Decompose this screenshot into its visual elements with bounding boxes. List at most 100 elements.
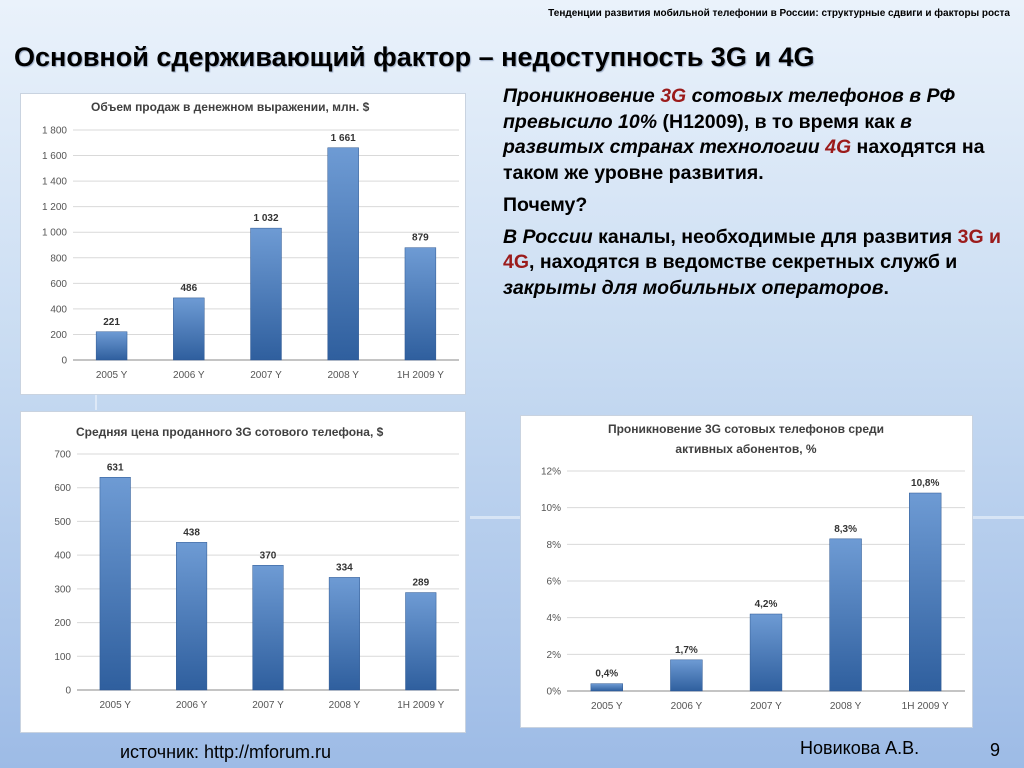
- y-tick-label: 2%: [547, 650, 562, 661]
- y-tick-label: 10%: [541, 503, 561, 514]
- bar: [328, 577, 360, 691]
- paragraph-question: Почему?: [503, 193, 1013, 219]
- paragraph-penetration: Проникновение 3G сотовых телефонов в РФ …: [503, 84, 1013, 187]
- bar: [173, 297, 205, 361]
- y-tick-label: 700: [54, 450, 71, 461]
- text-run: .: [883, 277, 889, 300]
- x-tick-label: 1H 2009 Y: [397, 700, 444, 711]
- bar: [95, 331, 128, 361]
- chart-title-line2: активных абонентов, %: [675, 442, 816, 456]
- page-number: 9: [990, 740, 1001, 760]
- x-tick-label: 2006 Y: [173, 370, 205, 381]
- y-tick-label: 800: [50, 253, 67, 264]
- x-tick-label: 2007 Y: [252, 700, 284, 711]
- bar: [590, 683, 623, 692]
- y-tick-label: 200: [50, 330, 67, 341]
- y-tick-label: 0: [61, 356, 67, 367]
- text-run: В России: [503, 225, 593, 248]
- x-tick-label: 2008 Y: [329, 700, 361, 711]
- y-tick-label: 1 600: [42, 151, 67, 162]
- data-label: 0,4%: [595, 669, 618, 680]
- chart-sales-panel: Объем продаж в денежном выражении, млн. …: [20, 93, 466, 395]
- x-tick-label: 2008 Y: [830, 701, 862, 712]
- text-run: закрыты для мобильных операторов: [503, 277, 884, 300]
- data-label: 8,3%: [834, 524, 857, 535]
- bar: [176, 542, 208, 691]
- text-run: (Н12009), в то время как: [657, 110, 901, 133]
- y-tick-label: 1 800: [42, 126, 67, 137]
- bar: [404, 247, 437, 361]
- data-label: 879: [412, 233, 429, 244]
- bar: [829, 538, 862, 692]
- x-tick-label: 2007 Y: [750, 701, 782, 712]
- explanation-text: Проникновение 3G сотовых телефонов в РФ …: [503, 84, 1013, 308]
- data-label: 1,7%: [675, 645, 698, 656]
- data-label: 221: [103, 317, 120, 328]
- data-label: 10,8%: [911, 478, 939, 489]
- text-run: в развитых странах технологии: [503, 110, 912, 159]
- bar: [327, 147, 359, 361]
- y-tick-label: 500: [54, 517, 71, 528]
- y-tick-label: 4%: [547, 613, 562, 624]
- decor-line-vertical: [95, 380, 97, 410]
- data-label: 1 032: [253, 213, 278, 224]
- x-tick-label: 1H 2009 Y: [902, 701, 949, 712]
- bar: [749, 613, 783, 692]
- y-tick-label: 1 000: [42, 228, 67, 239]
- x-tick-label: 2006 Y: [176, 700, 208, 711]
- chart-title: Объем продаж в денежном выражении, млн. …: [91, 100, 370, 114]
- bar: [909, 492, 942, 692]
- chart-price-panel: Средняя цена проданного 3G сотового теле…: [20, 411, 466, 733]
- y-tick-label: 300: [54, 584, 71, 595]
- bar: [99, 477, 131, 691]
- chart-price: Средняя цена проданного 3G сотового теле…: [54, 425, 459, 711]
- chart-title: Проникновение 3G сотовых телефонов среди: [608, 422, 884, 436]
- text-run: каналы, необходимые для развития: [592, 225, 958, 248]
- data-label: 1 661: [331, 133, 356, 144]
- y-tick-label: 12%: [541, 467, 561, 478]
- y-tick-label: 0: [65, 686, 71, 697]
- y-tick-label: 0%: [547, 687, 562, 698]
- y-tick-label: 6%: [547, 577, 562, 588]
- text-run: 3G: [660, 85, 687, 107]
- y-tick-label: 600: [50, 279, 67, 290]
- footer-source: источник: http://mforum.ru: [120, 742, 331, 762]
- y-tick-label: 8%: [547, 540, 562, 551]
- chart-title: Средняя цена проданного 3G сотового теле…: [76, 425, 384, 439]
- bar: [250, 227, 282, 361]
- chart-penetration: Проникновение 3G сотовых телефонов среди…: [541, 422, 965, 712]
- x-tick-label: 2005 Y: [96, 370, 128, 381]
- footer-author: Новикова А.В.: [800, 738, 920, 758]
- x-tick-label: 2005 Y: [591, 701, 623, 712]
- data-label: 334: [336, 562, 353, 573]
- text-run: 3G и 4G: [503, 225, 1002, 274]
- data-label: 289: [412, 578, 429, 589]
- y-tick-label: 1 200: [42, 202, 67, 213]
- y-tick-label: 200: [54, 618, 71, 629]
- data-label: 370: [260, 550, 277, 561]
- data-label: 438: [183, 527, 200, 538]
- chart-sales: Объем продаж в денежном выражении, млн. …: [42, 100, 459, 381]
- bar: [405, 592, 437, 691]
- bar: [670, 659, 703, 692]
- page-title: Основной сдерживающий фактор – недоступн…: [14, 42, 815, 72]
- data-label: 4,2%: [755, 599, 778, 610]
- text-run: 4G: [825, 136, 852, 159]
- x-tick-label: 2008 Y: [327, 370, 359, 381]
- x-tick-label: 2007 Y: [250, 370, 282, 381]
- y-tick-label: 400: [54, 551, 71, 562]
- header-caption: Тенденции развития мобильной телефонии в…: [548, 8, 1010, 19]
- x-tick-label: 1H 2009 Y: [397, 370, 444, 381]
- y-tick-label: 600: [54, 483, 71, 494]
- y-tick-label: 400: [50, 304, 67, 315]
- text-run: находятся на таком же уровне развития.: [503, 136, 985, 185]
- text-run: , находятся в ведомстве секретных служб …: [529, 251, 958, 274]
- y-tick-label: 100: [54, 652, 71, 663]
- data-label: 631: [107, 462, 124, 473]
- x-tick-label: 2006 Y: [671, 701, 703, 712]
- text-run: Почему?: [503, 193, 588, 216]
- x-tick-label: 2005 Y: [99, 700, 131, 711]
- bar: [252, 565, 284, 691]
- chart-penetration-panel: Проникновение 3G сотовых телефонов среди…: [520, 415, 973, 728]
- data-label: 486: [180, 283, 197, 294]
